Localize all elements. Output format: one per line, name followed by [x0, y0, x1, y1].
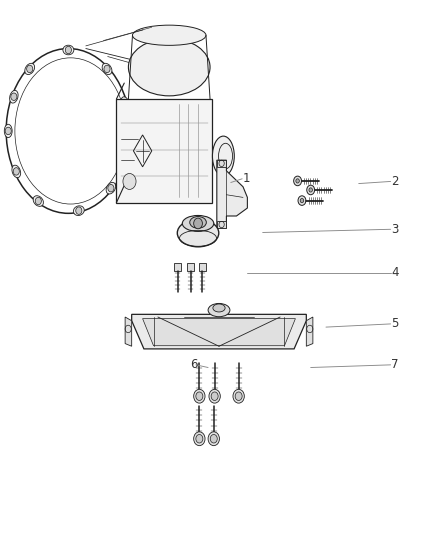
- Ellipse shape: [12, 165, 21, 177]
- Circle shape: [293, 176, 301, 185]
- Ellipse shape: [213, 304, 225, 312]
- Circle shape: [5, 127, 11, 135]
- Polygon shape: [174, 263, 181, 271]
- Circle shape: [233, 389, 244, 403]
- Circle shape: [76, 207, 82, 214]
- Circle shape: [210, 434, 217, 443]
- Circle shape: [298, 196, 306, 205]
- Ellipse shape: [33, 196, 43, 206]
- Circle shape: [122, 100, 128, 107]
- Circle shape: [296, 179, 299, 183]
- Ellipse shape: [190, 216, 206, 228]
- Polygon shape: [217, 221, 226, 228]
- Ellipse shape: [208, 303, 230, 317]
- Circle shape: [108, 184, 114, 192]
- Ellipse shape: [124, 110, 131, 124]
- Text: 5: 5: [392, 318, 399, 330]
- Ellipse shape: [121, 152, 129, 165]
- Circle shape: [11, 93, 17, 100]
- Ellipse shape: [121, 97, 129, 110]
- Circle shape: [307, 185, 314, 195]
- Circle shape: [235, 392, 242, 400]
- Circle shape: [209, 389, 220, 403]
- Polygon shape: [117, 99, 212, 203]
- Circle shape: [35, 197, 41, 205]
- Polygon shape: [199, 263, 206, 271]
- Circle shape: [27, 65, 33, 72]
- Circle shape: [194, 218, 202, 229]
- Text: 2: 2: [392, 175, 399, 188]
- Text: 3: 3: [392, 223, 399, 236]
- Ellipse shape: [102, 63, 112, 75]
- Ellipse shape: [6, 49, 131, 213]
- Circle shape: [122, 155, 128, 163]
- Ellipse shape: [212, 136, 234, 176]
- Circle shape: [309, 188, 312, 192]
- Ellipse shape: [106, 182, 116, 194]
- Circle shape: [194, 389, 205, 403]
- Polygon shape: [306, 317, 313, 346]
- Circle shape: [65, 46, 71, 54]
- Text: 4: 4: [392, 266, 399, 279]
- Circle shape: [211, 392, 218, 400]
- Polygon shape: [125, 317, 132, 346]
- Polygon shape: [187, 263, 194, 271]
- Ellipse shape: [132, 25, 206, 45]
- Circle shape: [13, 168, 19, 175]
- Text: 6: 6: [191, 358, 198, 372]
- Ellipse shape: [4, 124, 12, 138]
- Ellipse shape: [177, 219, 219, 247]
- Circle shape: [194, 432, 205, 446]
- Ellipse shape: [10, 91, 18, 103]
- Polygon shape: [143, 319, 295, 346]
- Circle shape: [196, 434, 203, 443]
- Ellipse shape: [128, 38, 210, 96]
- Text: 1: 1: [243, 172, 251, 185]
- Circle shape: [123, 173, 136, 189]
- Circle shape: [300, 198, 304, 203]
- Ellipse shape: [25, 63, 35, 75]
- Ellipse shape: [74, 206, 84, 215]
- Ellipse shape: [182, 215, 214, 231]
- Circle shape: [208, 432, 219, 446]
- Polygon shape: [132, 314, 306, 349]
- Polygon shape: [217, 160, 226, 166]
- Ellipse shape: [63, 45, 74, 55]
- Circle shape: [124, 113, 131, 120]
- Circle shape: [104, 65, 110, 72]
- Polygon shape: [217, 160, 247, 228]
- Circle shape: [196, 392, 203, 400]
- Text: 7: 7: [392, 358, 399, 372]
